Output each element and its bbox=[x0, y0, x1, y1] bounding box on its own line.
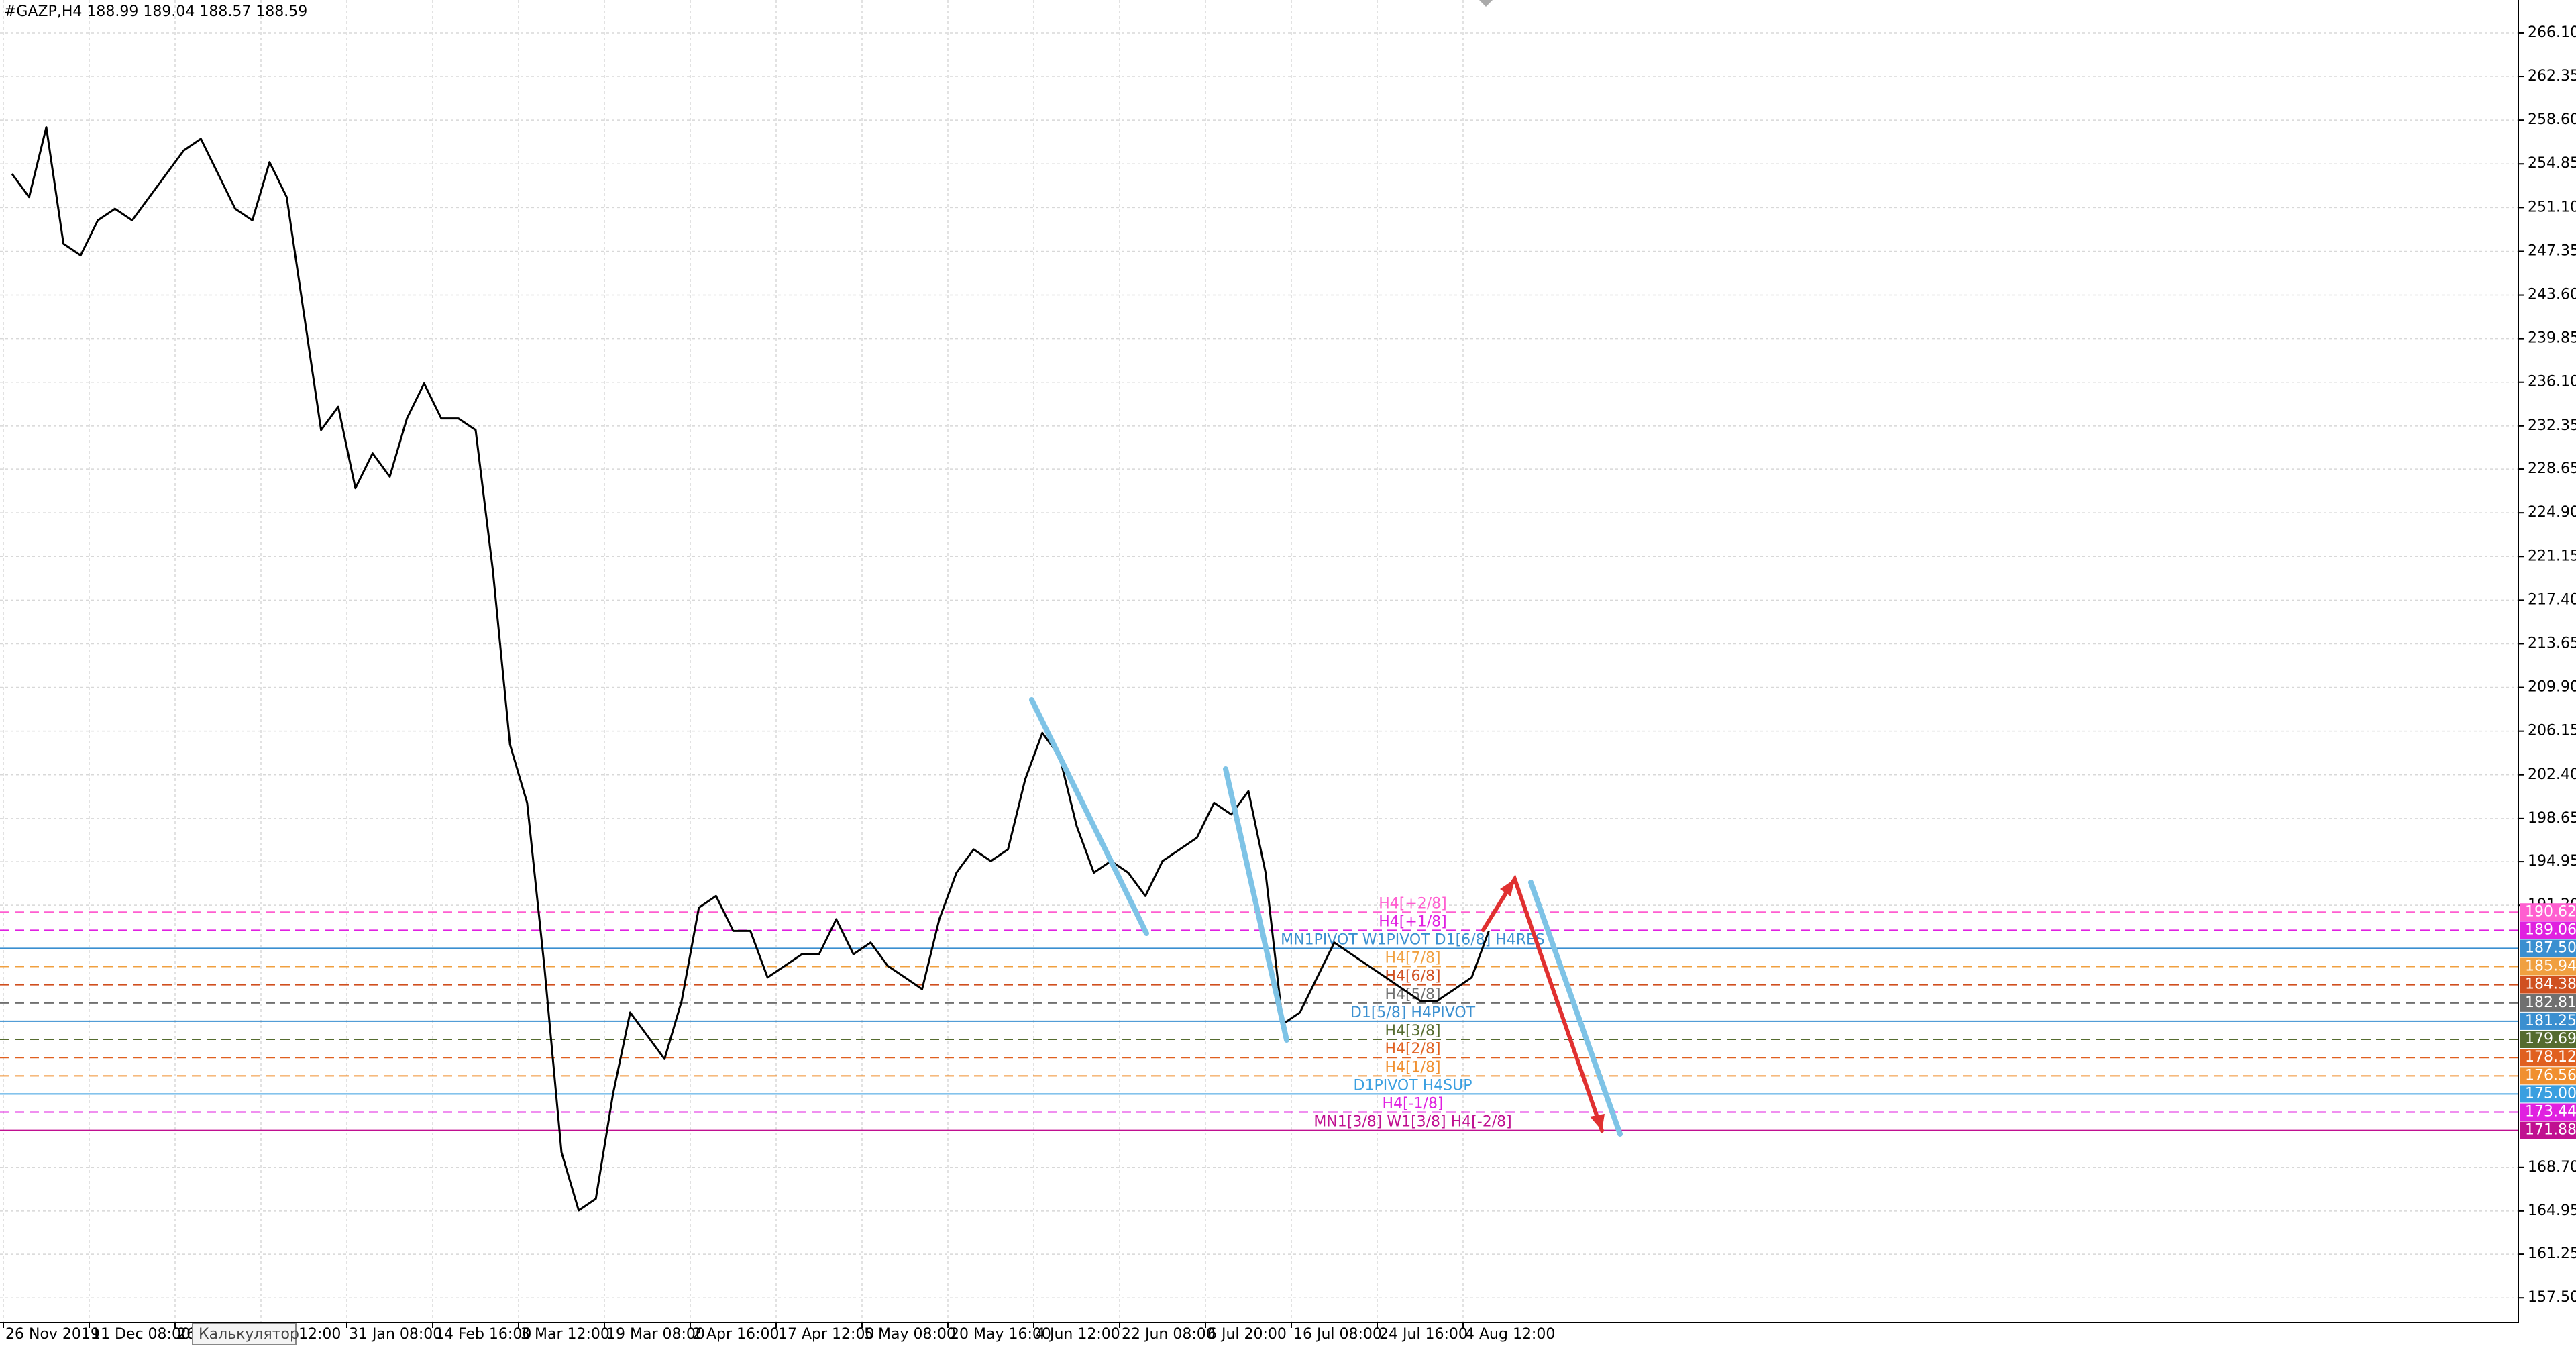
level-box bbox=[2520, 1121, 2576, 1139]
y-tick-label: 202.40 bbox=[2528, 766, 2576, 783]
level-box bbox=[2520, 921, 2576, 939]
x-tick-label: 6 Jul 20:00 bbox=[1208, 1326, 1287, 1343]
y-tick-label: 209.90 bbox=[2528, 679, 2576, 696]
level-price: 176.56 bbox=[2525, 1067, 2576, 1084]
level-name: H4[+2/8] bbox=[1379, 895, 1447, 912]
y-tick-label: 161.25 bbox=[2528, 1245, 2576, 1262]
level-price: 179.69 bbox=[2525, 1031, 2576, 1047]
y-tick-label: 247.35 bbox=[2528, 242, 2576, 259]
level-box bbox=[2520, 957, 2576, 976]
x-tick-label: 22 Jun 08:00 bbox=[1122, 1326, 1216, 1343]
level-name: H4[+1/8] bbox=[1379, 913, 1447, 930]
trend-line bbox=[1223, 766, 1289, 1043]
y-tick-label: 251.10 bbox=[2528, 199, 2576, 215]
x-tick-label: 19 Mar 08:00 bbox=[606, 1326, 705, 1343]
level-price: 187.50 bbox=[2525, 939, 2576, 956]
y-tick-label: 243.60 bbox=[2528, 287, 2576, 303]
x-tick-label: 24 Jul 16:00 bbox=[1379, 1326, 1468, 1343]
tooltip: Калькулятор bbox=[192, 1323, 299, 1345]
y-tick-label: 164.95 bbox=[2528, 1202, 2576, 1219]
level-name: D1[5/8] H4PIVOT bbox=[1350, 1004, 1476, 1021]
y-tick-label: 221.15 bbox=[2528, 548, 2576, 564]
level-name: H4[-1/8] bbox=[1382, 1095, 1443, 1112]
x-tick-label: 31 Jan 08:00 bbox=[349, 1326, 442, 1343]
level-name: MN1PIVOT W1PIVOT D1[6/8] H4RES bbox=[1281, 931, 1545, 948]
x-tick-label: 4 Jun 12:00 bbox=[1036, 1326, 1120, 1343]
y-tick-label: 217.40 bbox=[2528, 591, 2576, 608]
x-tick-label: 2 Apr 16:00 bbox=[692, 1326, 779, 1343]
x-tick-label: 12:00 bbox=[299, 1326, 341, 1343]
grid bbox=[0, 0, 2518, 1323]
tooltip-box bbox=[192, 1323, 297, 1345]
y-tick-label: 228.65 bbox=[2528, 460, 2576, 477]
y-tick-label: 213.65 bbox=[2528, 635, 2576, 652]
level-name: H4[3/8] bbox=[1385, 1023, 1440, 1039]
arrow-head bbox=[1590, 1114, 1605, 1131]
x-tick-label: 26 Nov 2019 bbox=[5, 1326, 100, 1343]
x-tick-label: 5 May 08:00 bbox=[864, 1326, 956, 1343]
shift-marker bbox=[1479, 0, 1493, 7]
arrow-head bbox=[1500, 879, 1515, 896]
level-box bbox=[2520, 1067, 2576, 1085]
x-tick-label: 17 Apr 12:00 bbox=[778, 1326, 874, 1343]
trend-line bbox=[1528, 880, 1623, 1137]
level-box bbox=[2520, 976, 2576, 994]
y-tick-label: 254.85 bbox=[2528, 155, 2576, 172]
level-name: D1PIVOT H4SUP bbox=[1354, 1077, 1472, 1094]
level-box bbox=[2520, 1012, 2576, 1030]
y-tick-label: 157.50 bbox=[2528, 1289, 2576, 1306]
level-price: 181.25 bbox=[2525, 1013, 2576, 1029]
y-tick-label: 168.70 bbox=[2528, 1159, 2576, 1176]
level-price: 178.12 bbox=[2525, 1049, 2576, 1066]
price-line bbox=[11, 126, 1490, 1212]
level-price: 171.88 bbox=[2525, 1122, 2576, 1139]
level-price: 175.00 bbox=[2525, 1085, 2576, 1102]
trend-line bbox=[1029, 697, 1149, 936]
level-price: 184.38 bbox=[2525, 976, 2576, 993]
tooltip-text: Калькулятор bbox=[199, 1326, 299, 1343]
level-price: 173.44 bbox=[2525, 1103, 2576, 1120]
level-name: H4[6/8] bbox=[1385, 968, 1440, 985]
y-tick-label: 198.65 bbox=[2528, 810, 2576, 827]
x-tick-label: 14 Feb 16:00 bbox=[435, 1326, 531, 1343]
level-box bbox=[2520, 1030, 2576, 1048]
level-price: 189.06 bbox=[2525, 921, 2576, 938]
y-tick-label: 206.15 bbox=[2528, 723, 2576, 739]
x-tick-label: 16 Jul 08:00 bbox=[1293, 1326, 1382, 1343]
y-tick-label: 258.60 bbox=[2528, 111, 2576, 128]
x-tick-label: 20 May 16:00 bbox=[950, 1326, 1051, 1343]
level-name: H4[7/8] bbox=[1385, 949, 1440, 966]
y-tick-label: 224.90 bbox=[2528, 504, 2576, 521]
axes: 266.10 262.35 258.60 254.85 251.10 247.35 243.… bbox=[3, 24, 2576, 1343]
level-name: MN1[3/8] W1[3/8] H4[-2/8] bbox=[1313, 1114, 1511, 1131]
level-name: H4[1/8] bbox=[1385, 1059, 1440, 1076]
level-box bbox=[2520, 1049, 2576, 1067]
levels: H4[+2/8]H4[+1/8]MN1PIVOT W1PIVOT D1[6/8]… bbox=[0, 895, 2518, 1131]
x-tick-label: 3 Mar 12:00 bbox=[521, 1326, 610, 1343]
y-tick-label: 239.85 bbox=[2528, 330, 2576, 347]
level-price: 185.94 bbox=[2525, 957, 2576, 974]
level-name: H4[2/8] bbox=[1385, 1041, 1440, 1057]
x-tick-label: 11 Dec 08:00 bbox=[91, 1326, 191, 1343]
y-tick-label: 236.10 bbox=[2528, 374, 2576, 391]
x-tick-label: 4 Aug 12:00 bbox=[1465, 1326, 1555, 1343]
level-box bbox=[2520, 1103, 2576, 1121]
y-tick-label: 232.35 bbox=[2528, 417, 2576, 434]
y-tick-label: 194.95 bbox=[2528, 853, 2576, 870]
y-tick-label: 266.10 bbox=[2528, 24, 2576, 41]
plot bbox=[11, 126, 1490, 1212]
level-price: 190.62 bbox=[2525, 903, 2576, 920]
y-tick-label: 262.35 bbox=[2528, 68, 2576, 85]
level-box bbox=[2520, 903, 2576, 921]
chart-title: #GAZP,H4 188.99 189.04 188.57 188.59 bbox=[4, 3, 307, 20]
level-price: 182.81 bbox=[2525, 994, 2576, 1011]
level-box bbox=[2520, 939, 2576, 957]
level-box bbox=[2520, 1085, 2576, 1103]
annotations bbox=[1029, 697, 1623, 1137]
level-box bbox=[2520, 994, 2576, 1012]
